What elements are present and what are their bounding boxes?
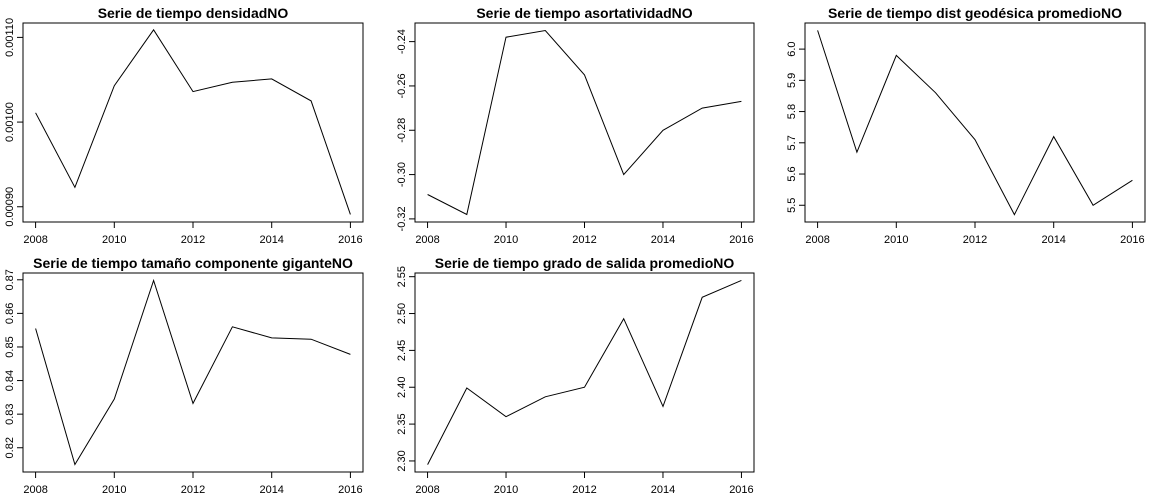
y-tick-label: 0.83 <box>4 403 16 424</box>
series-line <box>35 278 351 466</box>
series-line <box>427 279 742 465</box>
y-tick-label: 0.82 <box>4 437 16 458</box>
y-tick-label: 2.45 <box>396 340 408 361</box>
y-tick-label: 2.30 <box>396 450 408 471</box>
series-line <box>817 30 1133 216</box>
x-tick-label: 2012 <box>963 234 987 246</box>
x-tick-label: 2014 <box>651 484 675 496</box>
y-tick-label: -0.30 <box>396 162 408 187</box>
y-tick-label: 5.6 <box>786 166 798 181</box>
x-tick-label: 2008 <box>415 484 439 496</box>
x-tick-label: 2014 <box>1041 234 1065 246</box>
chart-panel-5: Serie de tiempo grado de salida promedio… <box>396 255 755 496</box>
y-tick-label: -0.32 <box>396 206 408 231</box>
x-tick-label: 2014 <box>259 484 283 496</box>
series-line <box>427 29 742 216</box>
y-tick-label: 0.00110 <box>4 18 16 57</box>
y-tick-label: -0.24 <box>396 29 408 54</box>
x-tick-label: 2010 <box>102 234 126 246</box>
y-tick-label: -0.28 <box>396 118 408 143</box>
x-tick-label: 2010 <box>494 484 518 496</box>
plot-frame <box>804 22 1146 223</box>
y-tick-label: 0.00100 <box>4 102 16 142</box>
y-tick-label: 5.7 <box>786 135 798 150</box>
x-tick-label: 2010 <box>494 234 518 246</box>
chart-title: Serie de tiempo grado de salida promedio… <box>435 255 735 271</box>
x-tick-label: 2012 <box>572 484 596 496</box>
x-tick-label: 2012 <box>181 234 205 246</box>
y-tick-label: 2.35 <box>396 413 408 434</box>
y-tick-label: 0.86 <box>4 303 16 324</box>
x-tick-label: 2010 <box>884 234 908 246</box>
y-tick-label: 0.00090 <box>4 187 16 227</box>
y-tick-label: 5.8 <box>786 104 798 119</box>
x-tick-label: 2008 <box>415 234 439 246</box>
x-tick-label: 2012 <box>181 484 205 496</box>
y-tick-label: 6.0 <box>786 41 798 56</box>
y-tick-label: 5.9 <box>786 73 798 88</box>
plot-frame <box>22 22 364 223</box>
x-tick-label: 2014 <box>651 234 675 246</box>
x-tick-label: 2016 <box>338 484 362 496</box>
x-tick-label: 2016 <box>729 234 753 246</box>
plot-frame <box>414 272 755 473</box>
chart-title: Serie de tiempo asortatividadNO <box>476 5 692 21</box>
chart-panel-2: Serie de tiempo asortatividadNO 2008 2010 2… <box>396 5 755 246</box>
x-tick-label: 2014 <box>259 234 283 246</box>
chart-panel-4: Serie de tiempo tamaño componente gigant… <box>4 255 364 496</box>
chart-title: Serie de tiempo dist geodésica promedioN… <box>828 5 1122 21</box>
plot-frame <box>414 22 755 223</box>
chart-panel-1: Serie de tiempo densidadNO 2008 2010 2012 20… <box>4 5 364 246</box>
chart-title: Serie de tiempo tamaño componente gigant… <box>33 255 353 271</box>
x-tick-label: 2016 <box>1120 234 1144 246</box>
x-tick-label: 2008 <box>23 484 47 496</box>
chart-title: Serie de tiempo densidadNO <box>98 5 289 21</box>
y-tick-label: 0.87 <box>4 269 16 290</box>
plot-frame <box>22 272 364 473</box>
y-tick-label: -0.26 <box>396 73 408 98</box>
series-line <box>35 28 351 215</box>
x-tick-label: 2010 <box>102 484 126 496</box>
x-tick-label: 2008 <box>805 234 829 246</box>
y-tick-label: 2.40 <box>396 377 408 398</box>
x-tick-label: 2012 <box>572 234 596 246</box>
y-tick-label: 2.55 <box>396 266 408 287</box>
y-tick-label: 2.50 <box>396 303 408 324</box>
x-tick-label: 2016 <box>338 234 362 246</box>
x-tick-label: 2008 <box>23 234 47 246</box>
y-tick-label: 0.84 <box>4 370 16 391</box>
y-tick-label: 5.5 <box>786 198 798 213</box>
chart-panel-3: Serie de tiempo dist geodésica promedioN… <box>786 5 1146 246</box>
x-tick-label: 2016 <box>729 484 753 496</box>
y-tick-label: 0.85 <box>4 336 16 357</box>
